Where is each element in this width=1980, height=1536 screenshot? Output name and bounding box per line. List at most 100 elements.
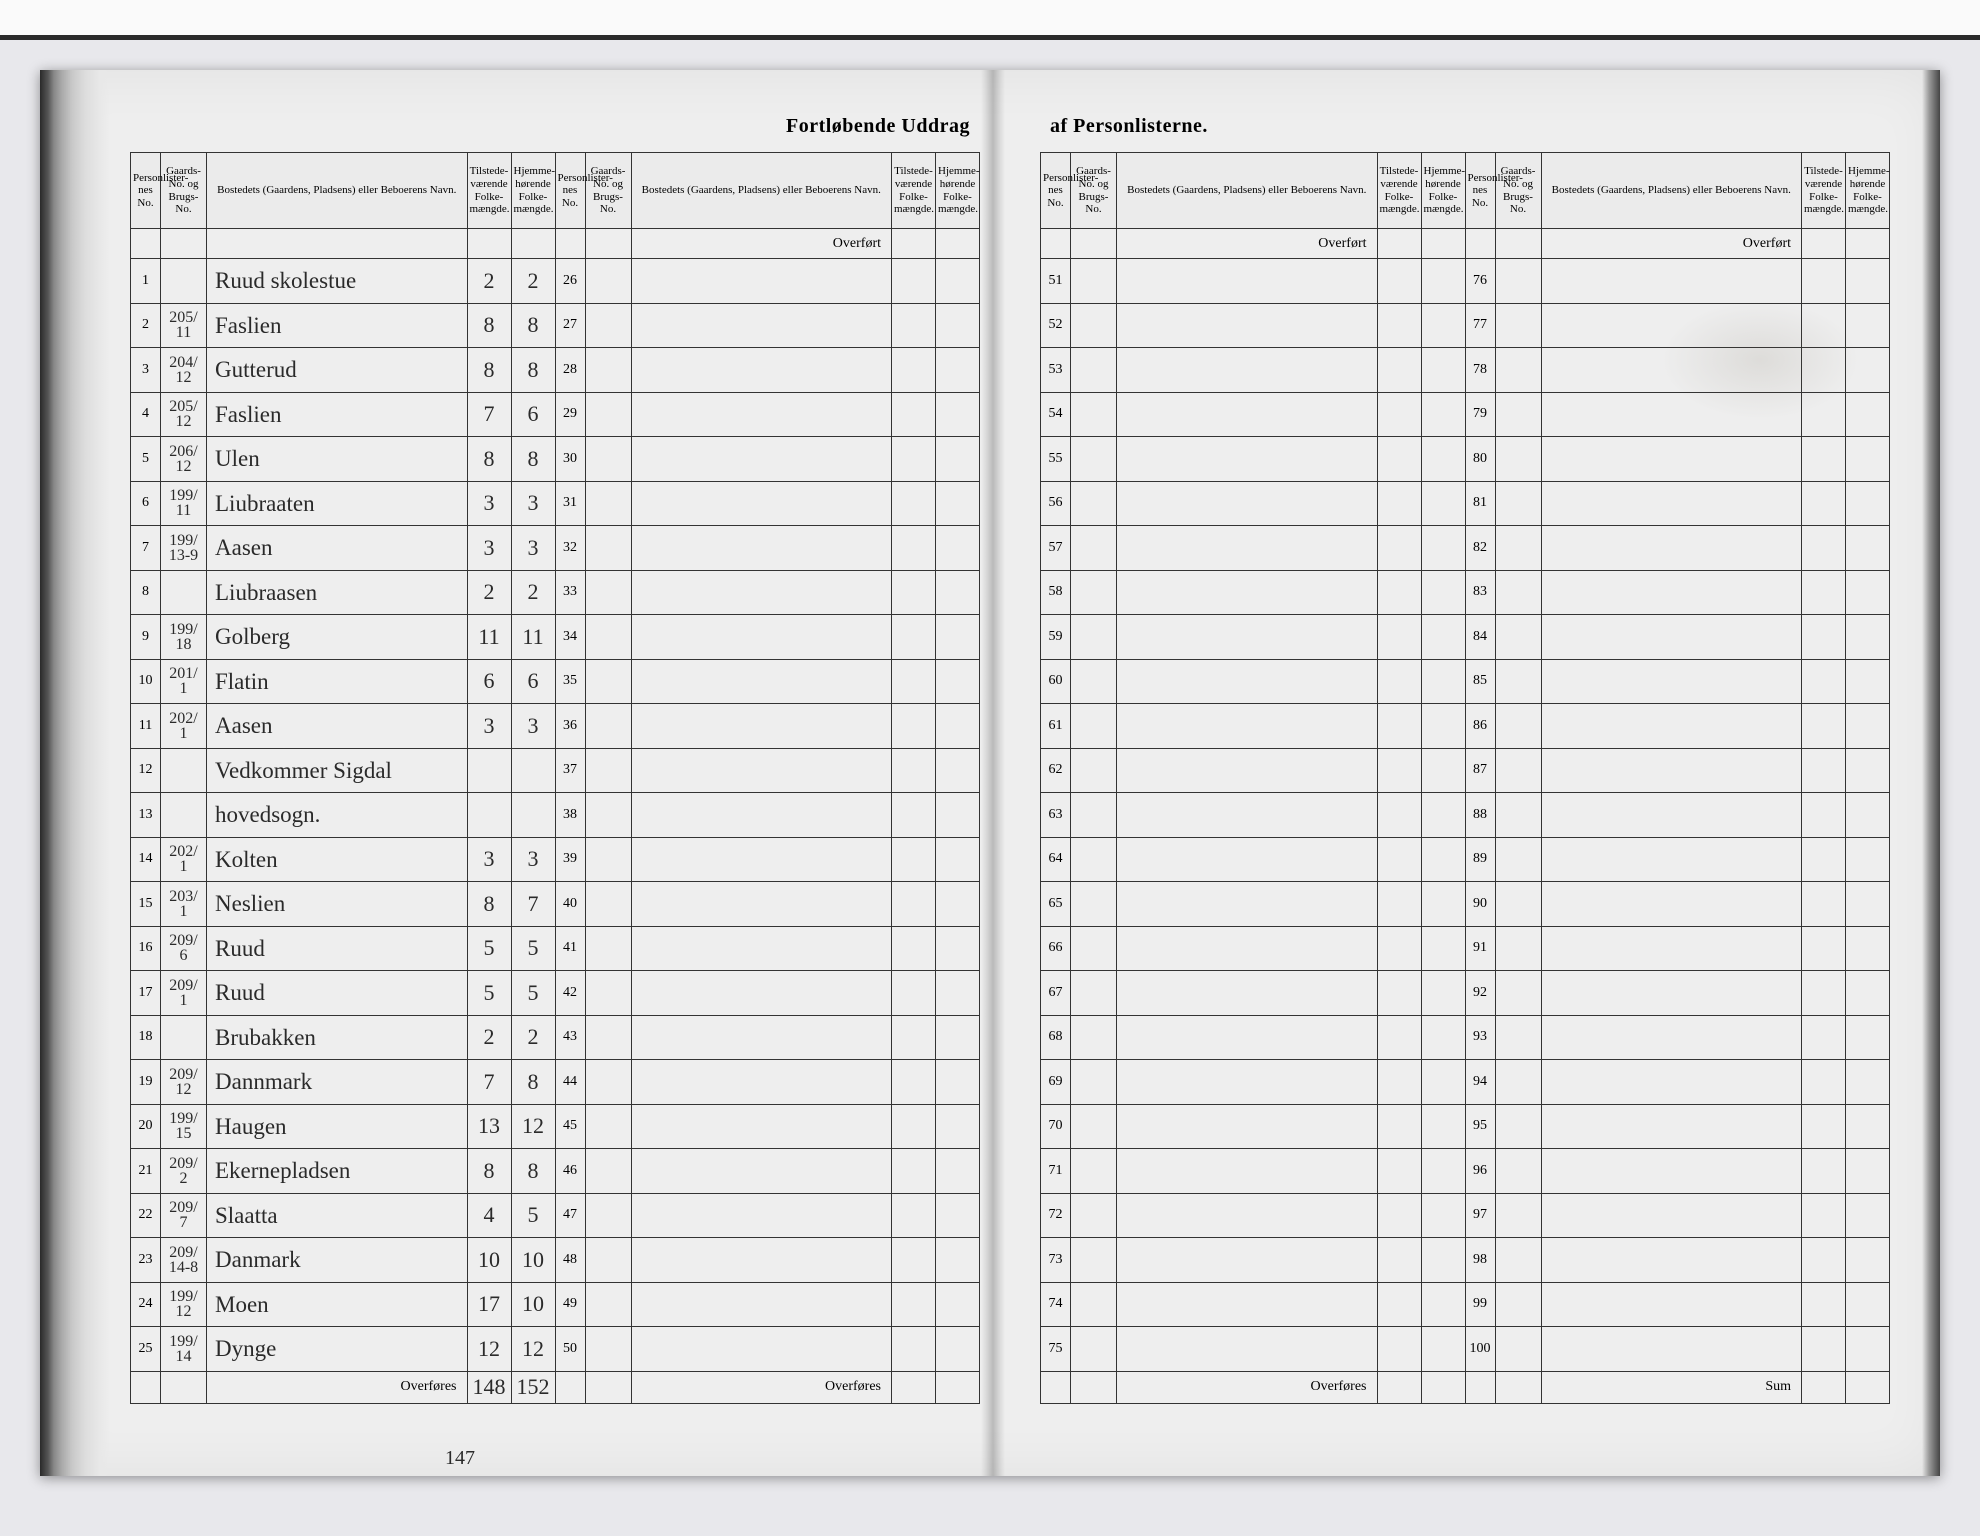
page-title-right: af Personlisterne. xyxy=(1040,115,1890,138)
row-number: 8 xyxy=(131,570,161,615)
hjemme-val xyxy=(1846,259,1890,304)
place-name: Slaatta xyxy=(207,1193,468,1238)
gaard-no xyxy=(1495,1238,1541,1283)
tilstede-val xyxy=(467,793,511,838)
tilstede-val xyxy=(1802,926,1846,971)
overfort-label xyxy=(207,229,468,259)
row-number: 94 xyxy=(1465,1060,1495,1105)
place-name xyxy=(631,1015,892,1060)
hjemme-val: 8 xyxy=(511,437,555,482)
table-row: 5378 xyxy=(1041,348,1890,393)
place-name xyxy=(1117,526,1378,571)
place-name xyxy=(631,1104,892,1149)
hjemme-val xyxy=(1846,659,1890,704)
hjemme-val: 2 xyxy=(511,259,555,304)
hjemme-val xyxy=(1846,1193,1890,1238)
tilstede-val xyxy=(892,793,936,838)
row-number: 95 xyxy=(1465,1104,1495,1149)
hjemme-val xyxy=(1421,704,1465,749)
table-row: 5479 xyxy=(1041,392,1890,437)
hjemme-val xyxy=(1846,926,1890,971)
tilstede-val xyxy=(1802,1282,1846,1327)
place-name: Gutterud xyxy=(207,348,468,393)
row-number: 2 xyxy=(131,303,161,348)
row-number: 71 xyxy=(1041,1149,1071,1194)
tilstede-val xyxy=(892,837,936,882)
hjemme-val xyxy=(1846,1015,1890,1060)
tilstede-val xyxy=(1377,1238,1421,1283)
table-row: 2205/11Faslien8827 xyxy=(131,303,980,348)
row-number: 53 xyxy=(1041,348,1071,393)
row-number: 81 xyxy=(1465,481,1495,526)
place-name xyxy=(1541,615,1802,660)
hjemme-val xyxy=(936,392,980,437)
tilstede-val: 3 xyxy=(467,704,511,749)
hjemme-val xyxy=(1421,526,1465,571)
place-name: Neslien xyxy=(207,882,468,927)
place-name xyxy=(631,659,892,704)
row-number: 31 xyxy=(555,481,585,526)
hjemme-val xyxy=(1846,882,1890,927)
gaard-no xyxy=(585,259,631,304)
left-page: Fortløbende Uddrag Personlister-nes No. … xyxy=(40,70,1010,1476)
hjemme-val xyxy=(936,348,980,393)
gaard-no xyxy=(1071,793,1117,838)
tilstede-val xyxy=(892,748,936,793)
place-name xyxy=(1541,793,1802,838)
gaard-no xyxy=(585,1104,631,1149)
table-row: 16209/6Ruud5541 xyxy=(131,926,980,971)
gaard-no xyxy=(585,971,631,1016)
tilstede-val xyxy=(1377,704,1421,749)
tilstede-val xyxy=(1377,659,1421,704)
row-number: 100 xyxy=(1465,1327,1495,1372)
place-name xyxy=(631,837,892,882)
tilstede-val xyxy=(1802,659,1846,704)
row-number: 79 xyxy=(1465,392,1495,437)
row-number: 86 xyxy=(1465,704,1495,749)
place-name xyxy=(1117,1193,1378,1238)
hjemme-val xyxy=(936,1193,980,1238)
tilstede-val xyxy=(1802,1015,1846,1060)
table-row: 23209/14-8Danmark101048 xyxy=(131,1238,980,1283)
hjemme-val: 5 xyxy=(511,926,555,971)
place-name xyxy=(631,882,892,927)
row-number: 91 xyxy=(1465,926,1495,971)
tilstede-val xyxy=(892,570,936,615)
hjemme-val xyxy=(1846,1149,1890,1194)
place-name: Liubraasen xyxy=(207,570,468,615)
gaard-no xyxy=(1071,1015,1117,1060)
tilstede-val xyxy=(892,659,936,704)
row-number: 58 xyxy=(1041,570,1071,615)
tilstede-val: 2 xyxy=(467,1015,511,1060)
hdr-name: Bostedets (Gaardens, Pladsens) eller Beb… xyxy=(631,153,892,229)
hjemme-val xyxy=(1846,1060,1890,1105)
gaard-no xyxy=(585,570,631,615)
row-number: 61 xyxy=(1041,704,1071,749)
gaard-no xyxy=(161,570,207,615)
hjemme-val xyxy=(936,615,980,660)
place-name xyxy=(1117,926,1378,971)
tilstede-val xyxy=(1377,481,1421,526)
place-name xyxy=(1541,971,1802,1016)
place-name: Ulen xyxy=(207,437,468,482)
place-name xyxy=(1117,882,1378,927)
place-name xyxy=(1541,659,1802,704)
gaard-no xyxy=(585,882,631,927)
gaard-no xyxy=(1495,348,1541,393)
row-number: 20 xyxy=(131,1104,161,1149)
table-row: 3204/12Gutterud8828 xyxy=(131,348,980,393)
gaard-no xyxy=(1495,570,1541,615)
hjemme-val: 12 xyxy=(511,1104,555,1149)
tilstede-val xyxy=(892,1238,936,1283)
tilstede-val: 2 xyxy=(467,570,511,615)
hjemme-val: 2 xyxy=(511,570,555,615)
table-row: 20199/15Haugen131245 xyxy=(131,1104,980,1149)
hjemme-val: 8 xyxy=(511,1060,555,1105)
row-number: 82 xyxy=(1465,526,1495,571)
tilstede-val: 5 xyxy=(467,926,511,971)
gaard-no xyxy=(1071,259,1117,304)
hjemme-val xyxy=(1846,437,1890,482)
place-name xyxy=(1541,837,1802,882)
hjemme-val xyxy=(1421,748,1465,793)
hjemme-val xyxy=(1846,303,1890,348)
